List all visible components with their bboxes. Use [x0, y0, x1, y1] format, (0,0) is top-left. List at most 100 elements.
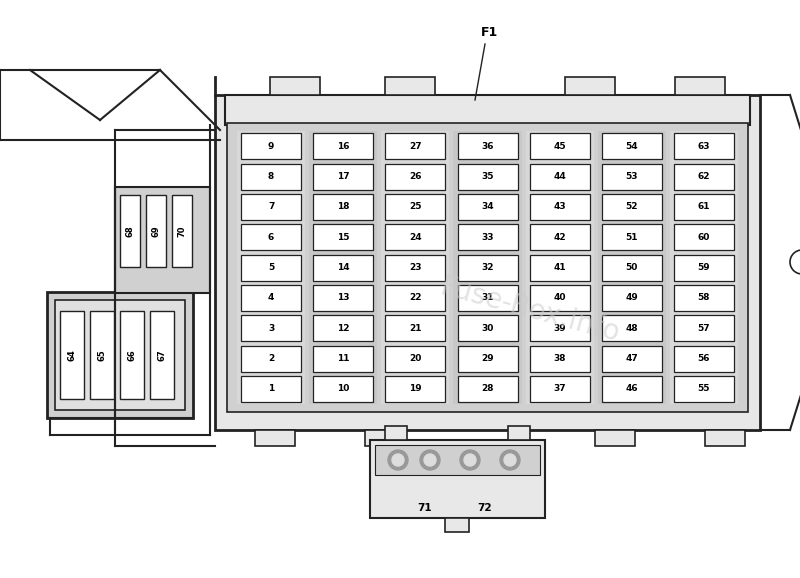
Bar	[314, 346, 374, 372]
Text: 62: 62	[698, 172, 710, 181]
Bar	[365, 430, 405, 446]
Circle shape	[504, 454, 516, 466]
Bar	[458, 194, 518, 220]
Text: 22: 22	[409, 293, 422, 302]
Circle shape	[424, 454, 436, 466]
Text: 53: 53	[626, 172, 638, 181]
Bar	[602, 164, 662, 190]
Bar	[526, 131, 594, 404]
Text: 21: 21	[409, 324, 422, 333]
Text: 38: 38	[554, 354, 566, 363]
Circle shape	[420, 450, 440, 470]
Bar	[530, 346, 590, 372]
Bar	[445, 518, 469, 532]
Bar	[458, 376, 518, 402]
Bar	[458, 224, 518, 250]
Text: 30: 30	[482, 324, 494, 333]
Circle shape	[460, 450, 480, 470]
Circle shape	[388, 450, 408, 470]
Text: 64: 64	[67, 349, 77, 361]
Bar	[386, 285, 446, 311]
Bar	[530, 285, 590, 311]
Text: 36: 36	[482, 142, 494, 151]
Bar	[55, 300, 185, 410]
Bar	[530, 224, 590, 250]
Bar	[215, 95, 760, 430]
Bar	[530, 164, 590, 190]
Bar	[314, 315, 374, 341]
Text: 2: 2	[268, 354, 274, 363]
Bar	[705, 430, 745, 446]
Bar	[530, 133, 590, 159]
Bar	[530, 194, 590, 220]
Bar	[314, 285, 374, 311]
Bar	[241, 315, 301, 341]
Bar	[386, 315, 446, 341]
Text: 69: 69	[151, 225, 161, 237]
Bar	[386, 164, 446, 190]
Bar	[602, 315, 662, 341]
Bar	[386, 254, 446, 280]
Text: 25: 25	[409, 202, 422, 212]
Bar	[674, 224, 734, 250]
Bar	[674, 254, 734, 280]
Text: 13: 13	[337, 293, 350, 302]
Bar	[309, 131, 378, 404]
Text: 47: 47	[626, 354, 638, 363]
Text: F1: F1	[482, 25, 498, 39]
Circle shape	[500, 450, 520, 470]
Text: 60: 60	[698, 233, 710, 242]
Bar	[241, 285, 301, 311]
Bar	[602, 254, 662, 280]
Text: 57: 57	[698, 324, 710, 333]
Text: 65: 65	[98, 349, 106, 361]
Bar	[314, 194, 374, 220]
Text: 51: 51	[626, 233, 638, 242]
Bar	[385, 426, 407, 440]
Text: 17: 17	[337, 172, 350, 181]
Bar	[314, 376, 374, 402]
Text: 27: 27	[409, 142, 422, 151]
Bar	[314, 133, 374, 159]
Bar	[255, 430, 295, 446]
Bar	[458, 346, 518, 372]
Text: 20: 20	[409, 354, 422, 363]
Text: 66: 66	[127, 349, 137, 361]
Bar	[241, 194, 301, 220]
Text: 49: 49	[626, 293, 638, 302]
Bar	[675, 77, 725, 95]
Circle shape	[392, 454, 404, 466]
Bar	[674, 315, 734, 341]
Bar	[458, 133, 518, 159]
Text: 16: 16	[337, 142, 350, 151]
Bar	[530, 376, 590, 402]
Text: 70: 70	[178, 225, 186, 237]
Text: 43: 43	[554, 202, 566, 212]
Bar	[60, 311, 84, 399]
Bar	[386, 224, 446, 250]
Text: 32: 32	[482, 263, 494, 272]
Bar	[602, 194, 662, 220]
Text: 6: 6	[268, 233, 274, 242]
Text: 39: 39	[554, 324, 566, 333]
Bar	[674, 164, 734, 190]
Text: 44: 44	[554, 172, 566, 181]
Text: 67: 67	[158, 349, 166, 361]
Text: 40: 40	[554, 293, 566, 302]
Text: 42: 42	[554, 233, 566, 242]
Text: 72: 72	[478, 503, 492, 513]
Bar	[47, 292, 193, 418]
Text: 35: 35	[482, 172, 494, 181]
Text: 4: 4	[268, 293, 274, 302]
Text: 54: 54	[626, 142, 638, 151]
Bar	[530, 254, 590, 280]
Bar	[241, 224, 301, 250]
Bar	[565, 77, 615, 95]
Text: 29: 29	[481, 354, 494, 363]
Bar	[241, 346, 301, 372]
Bar	[674, 376, 734, 402]
Text: 1: 1	[268, 384, 274, 394]
Text: 58: 58	[698, 293, 710, 302]
Bar	[674, 194, 734, 220]
Text: 59: 59	[698, 263, 710, 272]
